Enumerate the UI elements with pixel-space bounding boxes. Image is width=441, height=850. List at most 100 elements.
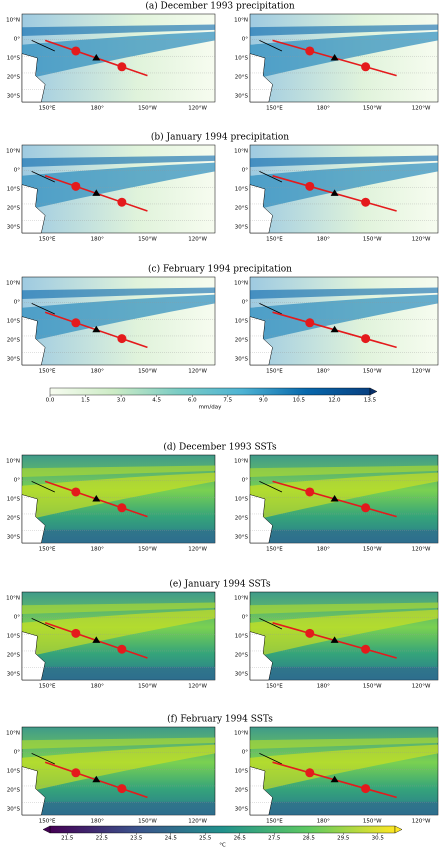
marker: [117, 644, 127, 654]
cold-south: [250, 529, 438, 543]
lat-label: 20°S: [7, 205, 21, 211]
lat-label: 10°N: [6, 596, 20, 602]
land: [249, 316, 273, 366]
lon-label: 150°E: [39, 369, 56, 375]
lon-label: 150°W: [363, 819, 382, 825]
lon-label: 150°E: [266, 819, 283, 825]
lat-label: 20°S: [235, 337, 249, 343]
land: [21, 184, 46, 234]
rain-band: [250, 162, 438, 211]
panel-title: (a) December 1993 precipitation: [145, 1, 295, 12]
panel-title: (d) December 1993 SSTs: [163, 442, 277, 453]
lon-label: 120°W: [188, 684, 207, 690]
colorbar-arrow: [369, 387, 378, 396]
island: [31, 171, 55, 183]
lat-label: 10°N: [6, 149, 20, 155]
itcz-band: [22, 155, 215, 167]
rain-band: [250, 609, 438, 658]
marker: [361, 503, 371, 513]
land: [249, 766, 273, 816]
colorbar-tick-label: 23.5: [130, 836, 143, 842]
rain-band: [250, 472, 438, 521]
colorbar-tick-label: 3.0: [117, 398, 126, 404]
land: [249, 631, 273, 681]
lat-label: 20°S: [7, 787, 21, 793]
itcz-band: [250, 287, 438, 299]
marker: [305, 487, 315, 497]
lon-label: 150°W: [138, 547, 157, 553]
land: [249, 184, 273, 234]
marker: [361, 334, 371, 344]
lat-label: 0°: [14, 750, 20, 756]
lat-label: 10°S: [7, 187, 21, 193]
lon-label: 150°W: [138, 106, 157, 112]
colorbar-arrow: [42, 825, 51, 834]
lat-label: 10°N: [234, 281, 248, 287]
lon-label: 150°W: [363, 369, 382, 375]
colorbar-tick-label: 4.5: [152, 398, 161, 404]
lat-label: 0°: [242, 300, 248, 306]
colorbar-tick-label: 27.5: [268, 836, 281, 842]
triangle-marker: [92, 636, 101, 643]
lon-label: 120°W: [412, 106, 431, 112]
lat-label: 10°S: [7, 497, 21, 503]
lon-label: 180°: [317, 369, 330, 375]
marker: [305, 628, 315, 638]
lat-label: 10°N: [6, 18, 20, 24]
land: [21, 494, 46, 544]
rain-band: [250, 31, 438, 81]
itcz-band: [22, 287, 215, 299]
colorbar-tick-label: 25.5: [199, 836, 212, 842]
itcz-band: [22, 24, 215, 36]
colorbar-tick-label: 24.5: [165, 836, 178, 842]
lat-label: 10°S: [235, 769, 249, 775]
lat-label: 10°S: [235, 319, 249, 325]
lat-label: 10°N: [6, 459, 20, 465]
lon-label: 150°W: [138, 369, 157, 375]
island: [31, 753, 55, 765]
lat-label: 10°S: [235, 634, 249, 640]
island: [259, 40, 283, 52]
lon-label: 120°W: [412, 547, 431, 553]
lon-label: 150°E: [39, 819, 56, 825]
rain-band: [250, 744, 438, 793]
lon-label: 180°: [91, 369, 104, 375]
marker: [361, 784, 371, 794]
lon-label: 120°W: [412, 819, 431, 825]
lon-label: 120°W: [188, 819, 207, 825]
lat-label: 30°S: [7, 806, 21, 812]
lat-label: 20°S: [235, 205, 249, 211]
lat-label: 10°N: [234, 596, 248, 602]
lon-label: 120°W: [412, 369, 431, 375]
lat-label: 0°: [242, 478, 248, 484]
lon-label: 180°: [317, 547, 330, 553]
marker: [361, 62, 371, 72]
lon-label: 180°: [91, 819, 104, 825]
lon-label: 150°W: [363, 106, 382, 112]
island: [259, 303, 283, 315]
panel-title: (b) January 1994 precipitation: [151, 132, 289, 143]
marker: [117, 784, 127, 794]
lat-label: 10°S: [235, 497, 249, 503]
lat-label: 30°S: [7, 93, 21, 99]
lat-label: 20°S: [7, 652, 21, 658]
marker: [117, 62, 127, 72]
lat-label: 20°S: [235, 652, 249, 658]
lat-label: 20°S: [235, 787, 249, 793]
lon-label: 120°W: [412, 684, 431, 690]
lat-label: 30°S: [235, 93, 249, 99]
island: [259, 171, 283, 183]
lat-label: 20°S: [235, 515, 249, 521]
lon-label: 150°E: [266, 106, 283, 112]
rain-band: [22, 609, 215, 658]
lon-label: 150°W: [363, 237, 382, 243]
lon-label: 150°E: [266, 684, 283, 690]
triangle-marker: [92, 495, 101, 502]
lon-label: 120°W: [188, 237, 207, 243]
lon-label: 150°E: [39, 237, 56, 243]
colorbar: [49, 825, 396, 834]
colorbar-tick-label: 7.5: [223, 398, 232, 404]
marker: [71, 628, 81, 638]
marker: [71, 318, 81, 328]
land: [21, 766, 46, 816]
